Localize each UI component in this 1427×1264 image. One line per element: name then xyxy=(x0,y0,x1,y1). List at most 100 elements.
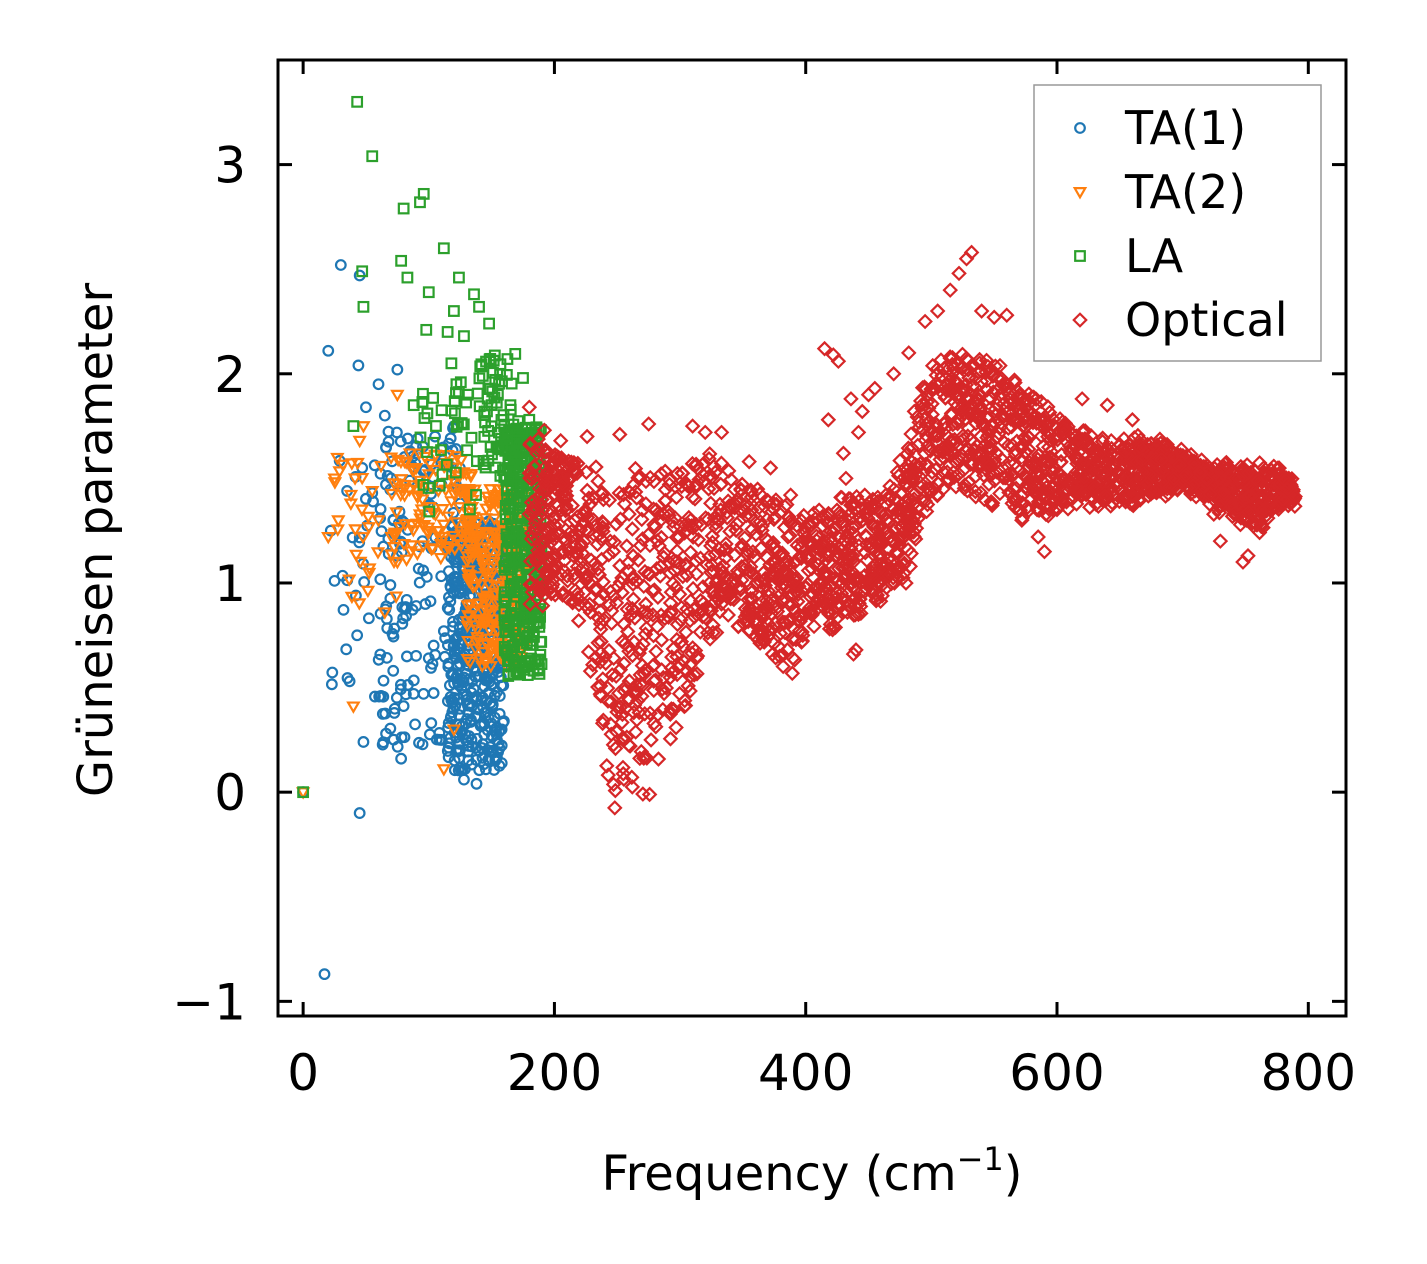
point-optical xyxy=(675,653,692,669)
point-optical xyxy=(992,379,1009,396)
point-optical xyxy=(937,420,954,436)
point-optical xyxy=(765,495,781,511)
point-ta-1 xyxy=(387,630,400,643)
point-optical xyxy=(668,489,685,506)
point-optical xyxy=(569,455,586,472)
point-optical xyxy=(1134,452,1150,468)
point-optical xyxy=(566,566,583,582)
point-optical xyxy=(726,570,743,587)
point-optical xyxy=(990,412,1007,429)
point-optical xyxy=(960,474,977,491)
point-optical xyxy=(929,303,946,319)
point-optical xyxy=(605,737,622,753)
point-optical xyxy=(1094,433,1111,450)
point-ta-2 xyxy=(484,618,500,632)
point-optical xyxy=(951,265,967,282)
point-ta-2 xyxy=(399,457,414,470)
point-la xyxy=(427,392,440,404)
point-ta-2 xyxy=(397,519,413,532)
point-optical xyxy=(900,440,917,456)
point-ta-1 xyxy=(372,378,385,391)
point-optical xyxy=(636,666,653,682)
point-optical xyxy=(733,558,750,575)
point-optical xyxy=(585,512,602,528)
point-optical xyxy=(712,502,729,518)
point-optical xyxy=(647,672,664,688)
point-ta-2 xyxy=(460,620,475,634)
point-ta-2 xyxy=(481,579,497,592)
point-la xyxy=(513,492,526,505)
point-ta-2 xyxy=(370,547,386,560)
point-optical xyxy=(770,572,787,589)
point-la xyxy=(500,368,513,381)
point-optical xyxy=(608,595,625,611)
point-optical xyxy=(1033,428,1050,444)
point-ta-2 xyxy=(478,513,493,526)
point-optical xyxy=(996,378,1013,395)
point-optical xyxy=(767,509,783,526)
point-optical xyxy=(1020,428,1037,445)
point-la xyxy=(523,626,536,639)
point-optical xyxy=(929,360,946,377)
point-ta-2 xyxy=(356,421,371,434)
point-optical xyxy=(582,663,599,679)
point-ta-2 xyxy=(327,473,342,486)
point-optical xyxy=(1144,450,1161,467)
point-ta-2 xyxy=(471,536,487,549)
point-optical xyxy=(835,445,852,462)
point-la xyxy=(519,597,532,610)
y-tick-label: 3 xyxy=(214,137,246,195)
point-optical xyxy=(653,632,670,648)
point-optical xyxy=(720,588,737,605)
point-ta-2 xyxy=(350,457,365,471)
point-ta-2 xyxy=(489,527,504,540)
point-optical xyxy=(666,519,682,535)
point-optical xyxy=(592,592,608,609)
point-optical xyxy=(618,538,635,554)
point-ta-1 xyxy=(377,674,390,687)
point-ta-1 xyxy=(384,579,397,591)
point-optical xyxy=(750,623,767,640)
point-optical xyxy=(860,510,876,527)
point-ta-1 xyxy=(360,401,372,414)
point-optical xyxy=(734,476,750,493)
point-optical xyxy=(606,800,623,816)
point-la xyxy=(498,420,511,432)
point-ta-2 xyxy=(432,526,447,539)
point-optical xyxy=(614,714,630,731)
point-optical xyxy=(1148,450,1164,467)
point-optical xyxy=(1081,436,1098,453)
point-ta-2 xyxy=(461,573,476,587)
point-ta-2 xyxy=(460,600,475,613)
point-ta-2 xyxy=(479,503,494,516)
point-ta-1 xyxy=(450,744,463,757)
point-ta-1 xyxy=(486,744,499,757)
point-optical xyxy=(902,525,919,542)
point-optical xyxy=(822,616,839,633)
point-ta-1 xyxy=(375,525,388,538)
point-ta-2 xyxy=(373,460,389,474)
point-ta-2 xyxy=(439,541,455,554)
point-optical xyxy=(1230,470,1247,487)
point-optical xyxy=(956,480,973,497)
point-optical xyxy=(580,644,597,660)
point-optical xyxy=(1015,417,1032,434)
point-optical xyxy=(748,526,764,543)
point-la xyxy=(497,409,510,421)
point-ta-1 xyxy=(450,443,462,455)
point-optical xyxy=(985,368,1001,385)
point-optical xyxy=(622,607,639,624)
point-optical xyxy=(762,460,779,476)
point-optical xyxy=(1000,437,1017,454)
point-optical xyxy=(882,487,899,504)
point-optical xyxy=(703,556,720,573)
point-ta-2 xyxy=(468,580,483,594)
point-ta-2 xyxy=(478,593,494,607)
point-optical xyxy=(1237,486,1254,503)
point-la xyxy=(356,265,369,278)
legend-marker xyxy=(1074,250,1086,262)
point-optical xyxy=(537,476,554,492)
point-optical xyxy=(552,432,569,449)
point-optical xyxy=(624,521,641,537)
point-la xyxy=(297,786,310,799)
